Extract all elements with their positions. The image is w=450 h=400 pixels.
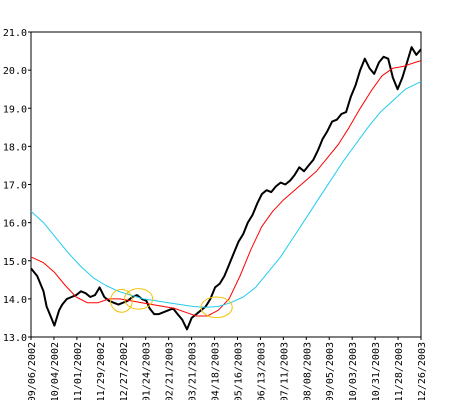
x-tick-label: 10/04/2002: [50, 342, 61, 400]
series-group: [30, 46, 422, 331]
series-line-2: [30, 60, 422, 317]
x-axis: 09/06/2002 10/04/2002 11/01/2002 11/29/2002…: [27, 337, 428, 400]
series-line-3: [30, 81, 422, 308]
x-tick-label: 12/27/2002: [119, 342, 130, 400]
y-axis: 13.0 14.0 15.0 16.0 17.0 18.0 19.0 20.0 21.0: [3, 28, 31, 344]
x-tick-label: 01/24/2003: [142, 342, 153, 400]
y-tick-label: 20.0: [3, 66, 27, 77]
plot-frame: [30, 31, 422, 338]
y-tick-label: 19.0: [3, 104, 27, 115]
x-tick-label: 06/13/2003: [256, 342, 267, 400]
series-line-1: [30, 46, 422, 331]
highlight-ellipse: [200, 296, 233, 319]
y-tick-label: 17.0: [3, 181, 27, 192]
x-tick-label: 11/01/2002: [73, 342, 84, 400]
y-tick-label: 18.0: [3, 142, 27, 153]
y-tick-label: 15.0: [3, 257, 27, 268]
x-tick-label: 11/28/2003: [394, 342, 405, 400]
x-tick-label: 10/31/2003: [371, 342, 382, 400]
x-tick-label: 07/11/2003: [279, 342, 290, 400]
highlight-ellipse: [110, 288, 133, 313]
x-tick-label: 11/29/2002: [96, 342, 107, 400]
x-tick-label: 08/08/2003: [302, 342, 313, 400]
x-tick-label: 09/06/2002: [27, 342, 38, 400]
y-tick-label: 14.0: [3, 295, 27, 306]
x-tick-label: 04/18/2003: [211, 342, 222, 400]
x-tick-label: 10/03/2003: [348, 342, 359, 400]
highlight-ellipse: [124, 288, 154, 310]
y-tick-label: 13.0: [3, 333, 27, 344]
x-tick-label: 02/21/2003: [165, 342, 176, 400]
y-tick-label: 16.0: [3, 219, 27, 230]
x-tick-label: 05/16/2003: [233, 342, 244, 400]
y-tick-label: 21.0: [3, 28, 27, 39]
x-tick-label: 09/05/2003: [325, 342, 336, 400]
annotation-group: [110, 288, 233, 319]
x-tick-label: 12/26/2003: [417, 342, 428, 400]
x-tick-label: 03/21/2003: [188, 342, 199, 400]
